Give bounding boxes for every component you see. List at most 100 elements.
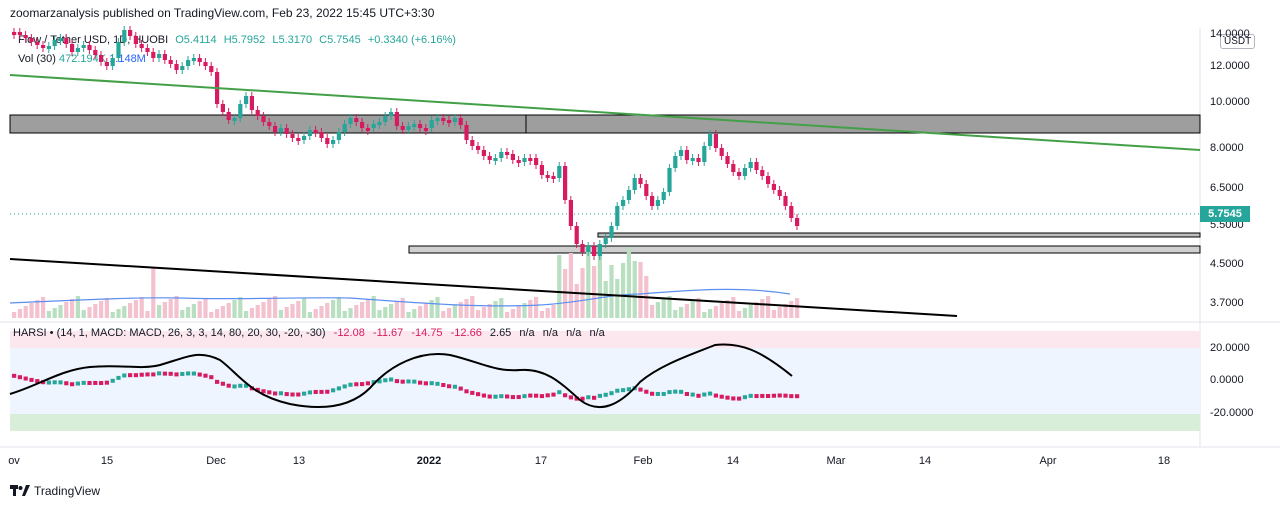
harsi-candle <box>244 383 249 388</box>
candle <box>93 50 98 55</box>
candle <box>539 165 544 175</box>
price-tick: 4.5000 <box>1210 258 1244 270</box>
date-tick: Mar <box>826 455 846 467</box>
candle <box>371 124 376 128</box>
harsi-candle <box>75 381 80 386</box>
volume-bar <box>203 298 208 318</box>
harsi-candle <box>557 390 562 395</box>
harsi-value: n/a <box>589 327 605 339</box>
candle <box>638 178 643 184</box>
candle <box>87 45 92 50</box>
volume-bar <box>696 298 701 318</box>
harsi-label[interactable]: HARSI • (14, 1, MACD: MACD, 26, 3, 3, 14… <box>13 327 326 339</box>
candle <box>394 112 399 126</box>
volume-bar <box>313 309 318 318</box>
volume-bar <box>23 306 28 318</box>
candle <box>615 206 620 226</box>
candle <box>12 32 17 35</box>
harsi-candle <box>551 392 556 397</box>
volume-bar <box>626 247 631 318</box>
candle <box>52 40 57 46</box>
candle <box>742 168 747 176</box>
descending-trendline-black[interactable] <box>9 258 958 317</box>
harsi-candle <box>435 381 440 386</box>
volume-bar <box>719 303 724 318</box>
volume-bar <box>412 309 417 318</box>
harsi-candle <box>771 393 776 398</box>
harsi-value: -12.66 <box>450 327 482 339</box>
volume-bar <box>348 308 353 318</box>
harsi-candle <box>713 393 718 398</box>
tradingview-logo[interactable]: TradingView <box>10 484 100 498</box>
harsi-candle <box>17 375 22 380</box>
volume-bar <box>493 301 498 318</box>
candle <box>75 48 80 52</box>
candle <box>447 120 452 123</box>
currency-button[interactable]: USDT <box>1220 34 1256 49</box>
volume-bar <box>128 303 133 318</box>
volume-bar <box>157 305 162 318</box>
candle <box>46 46 51 49</box>
candle <box>737 172 742 176</box>
candle <box>406 126 411 130</box>
harsi-candle <box>481 393 486 398</box>
harsi-candle <box>667 390 672 395</box>
volume-bars <box>12 247 800 318</box>
date-tick: 18 <box>1157 455 1171 467</box>
date-tick: 15 <box>100 455 114 467</box>
volume-bar <box>441 311 446 318</box>
harsi-candle <box>215 379 220 384</box>
volume-bar <box>162 302 167 318</box>
candle <box>180 66 185 70</box>
volume-bar <box>557 255 562 318</box>
volume-bar <box>302 298 307 318</box>
volume-bar <box>29 303 34 318</box>
volume-bar <box>186 307 191 318</box>
candle <box>429 120 434 128</box>
support-zone-upper[interactable] <box>597 232 1201 238</box>
candle <box>452 118 457 122</box>
candle <box>516 160 521 163</box>
candle <box>441 118 446 121</box>
open-value: O5.4114 <box>175 34 217 46</box>
candle <box>551 176 556 179</box>
candle <box>302 136 307 140</box>
harsi-value: n/a <box>519 327 535 339</box>
volume-label[interactable]: Vol (30) <box>18 53 56 65</box>
candle <box>168 60 173 64</box>
volume-bar <box>748 305 753 318</box>
harsi-value: -12.08 <box>333 327 365 339</box>
volume-bar <box>290 304 295 318</box>
harsi-candle <box>128 373 133 378</box>
harsi-candle <box>186 371 191 376</box>
resistance-zone[interactable] <box>9 114 1201 134</box>
candle <box>696 158 701 162</box>
volume-bar <box>423 303 428 318</box>
harsi-candle <box>197 372 202 377</box>
price-tick: 10.0000 <box>1210 96 1250 108</box>
harsi-candle <box>621 388 626 393</box>
candle <box>760 170 765 176</box>
candle <box>70 44 75 52</box>
harsi-candles <box>12 371 800 401</box>
harsi-candle <box>673 389 678 394</box>
tradingview-brand: TradingView <box>34 484 101 498</box>
harsi-candle <box>232 384 237 389</box>
price-candles[interactable] <box>12 26 800 260</box>
harsi-candle <box>110 378 115 383</box>
volume-bar <box>70 299 75 318</box>
volume-bar <box>592 266 597 318</box>
volume-bar <box>783 304 788 318</box>
volume-bar <box>539 311 544 318</box>
volume-bar <box>638 262 643 318</box>
volume-bar <box>174 296 179 318</box>
descending-trendline-green[interactable] <box>9 74 1201 151</box>
volume-bar <box>75 296 80 318</box>
support-zone-lower[interactable] <box>408 245 1201 254</box>
volume-bar <box>273 296 278 318</box>
candle <box>713 134 718 148</box>
volume-bar <box>220 306 225 318</box>
harsi-candle <box>302 391 307 396</box>
harsi-legend: HARSI • (14, 1, MACD: MACD, 26, 3, 3, 14… <box>13 327 610 339</box>
